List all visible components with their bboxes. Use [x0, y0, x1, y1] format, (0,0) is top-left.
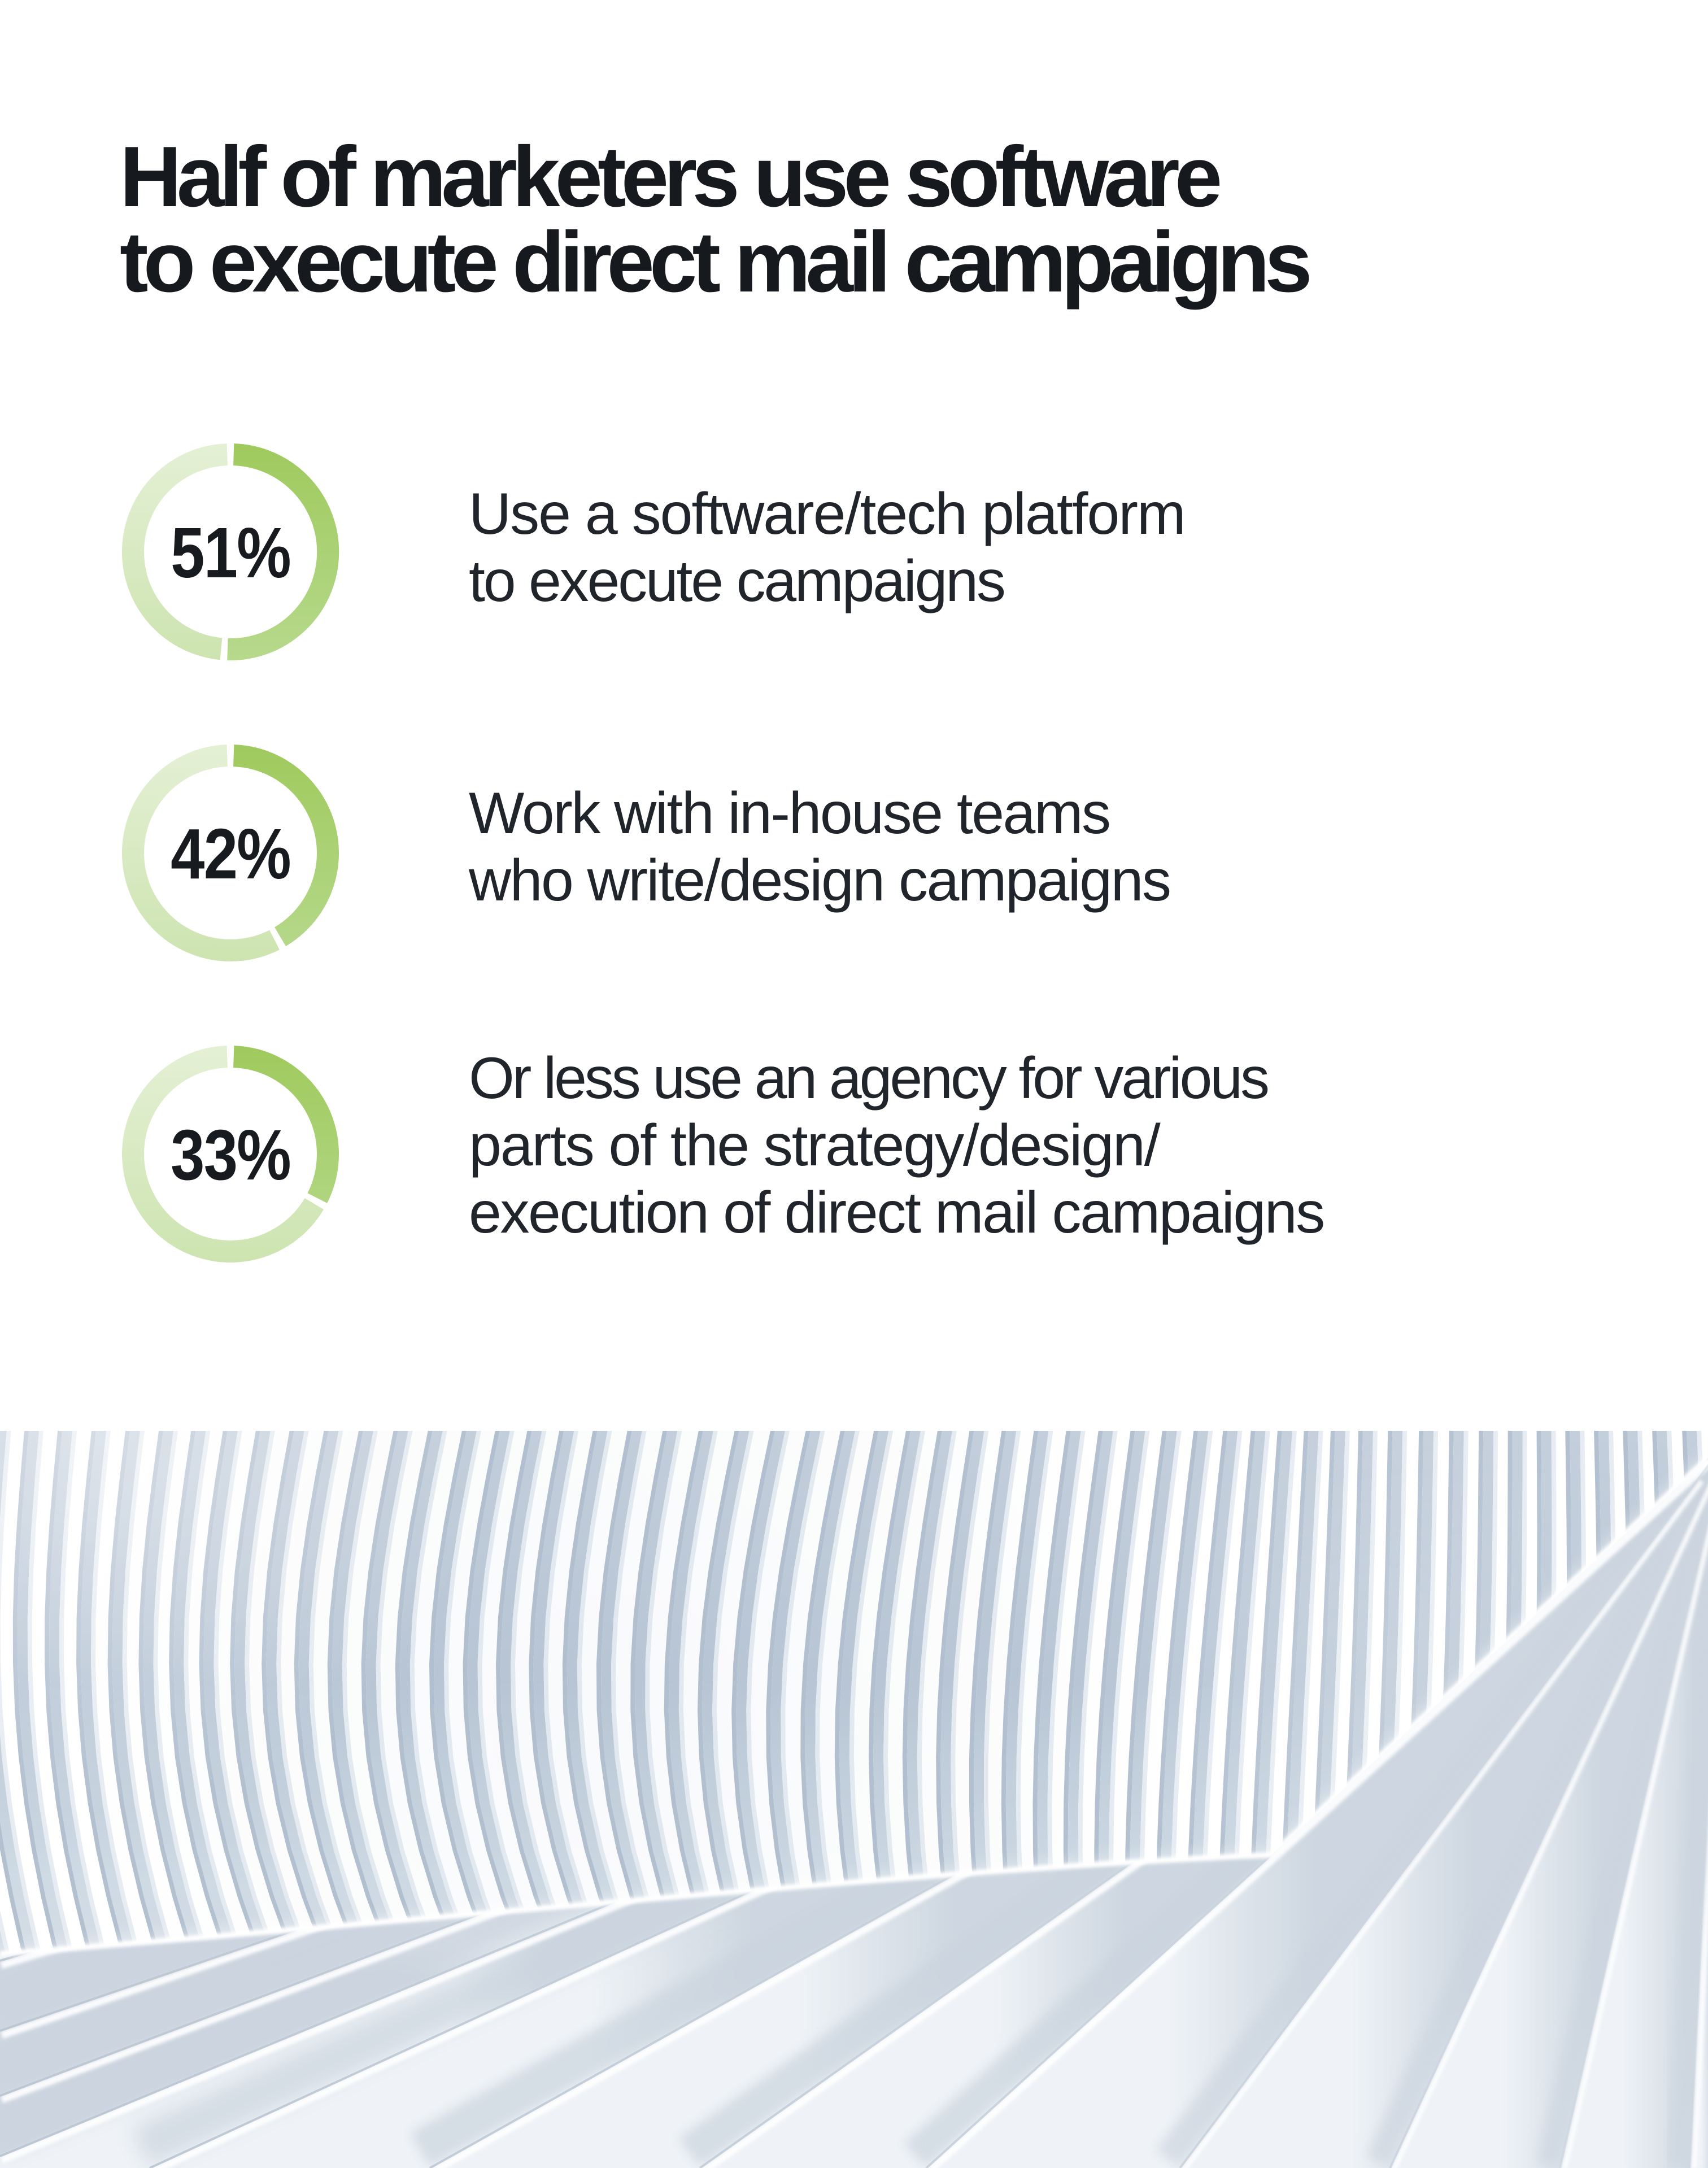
svg-text:33%: 33%: [171, 1115, 290, 1194]
svg-text:42%: 42%: [171, 814, 290, 893]
svg-text:51%: 51%: [171, 513, 290, 592]
